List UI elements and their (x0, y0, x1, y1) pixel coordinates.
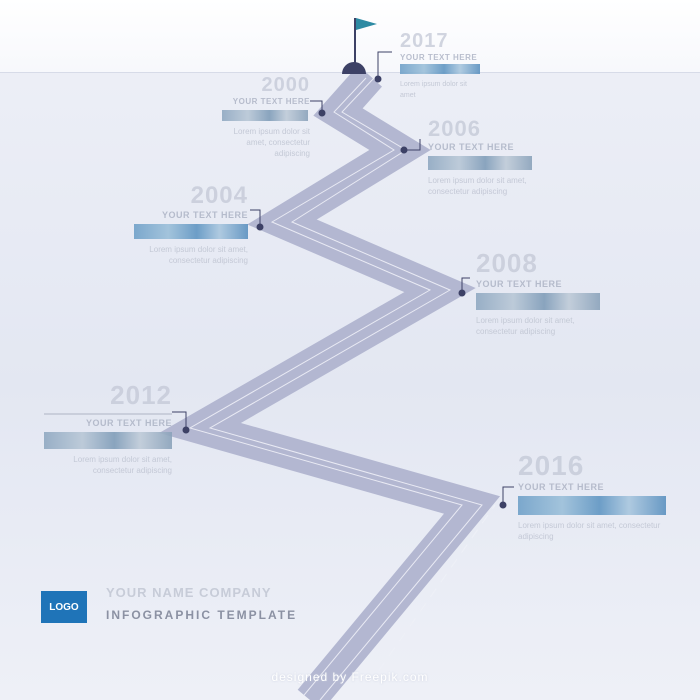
milestone-dot-icon (400, 139, 421, 154)
milestone-description: Lorem ipsum dolor sit amet, consectetur … (476, 316, 575, 336)
sky-band (0, 0, 700, 72)
milestone-2016: 2016 YOUR TEXT HERE Lorem ipsum dolor si… (518, 450, 666, 542)
milestone-subtitle: YOUR TEXT HERE (161, 210, 248, 220)
flag-icon (342, 18, 377, 74)
milestone-subtitle: YOUR TEXT HERE (232, 97, 310, 106)
milestone-description: Lorem ipsum dolor sit amet, consectetur … (73, 455, 172, 475)
milestone-image-bar (134, 224, 248, 239)
milestone-dot-icon (374, 51, 392, 83)
milestone-2017: 2017 YOUR TEXT HERE Lorem ipsum dolor si… (400, 30, 480, 101)
milestone-description: Lorem ipsum dolor sit amet, consectetur … (518, 521, 661, 541)
milestone-subtitle: YOUR TEXT HERE (400, 53, 478, 62)
milestone-image-bar (222, 110, 308, 121)
milestone-dot-icon (172, 411, 190, 434)
milestone-image-bar (518, 496, 666, 515)
milestone-subtitle: YOUR TEXT HERE (518, 482, 605, 492)
milestone-description: Lorem ipsum dolor sit amet (400, 81, 467, 99)
milestone-image-bar (476, 293, 600, 310)
milestone-year: 2004 (190, 182, 248, 209)
milestone-subtitle: YOUR TEXT HERE (85, 418, 172, 428)
milestone-dot-icon (499, 486, 514, 509)
milestone-image-bar (400, 64, 480, 74)
milestone-year: 2017 (400, 30, 449, 52)
milestone-dot-icon (310, 100, 326, 117)
milestone-2012: 2012 YOUR TEXT HERE Lorem ipsum dolor si… (44, 380, 172, 476)
milestone-description: Lorem ipsum dolor sit amet, consectetur … (149, 245, 248, 265)
divider (44, 413, 172, 415)
milestone-subtitle: YOUR TEXT HERE (428, 142, 515, 152)
company-name: YOUR NAME COMPANY (106, 585, 272, 600)
milestone-year: 2008 (476, 248, 538, 278)
milestone-2006: 2006 YOUR TEXT HERE Lorem ipsum dolor si… (428, 116, 532, 197)
credit-text: designed by Freepik.com (271, 670, 429, 684)
milestone-year: 2016 (518, 450, 585, 481)
milestone-year: 2012 (110, 380, 172, 410)
milestone-subtitle: YOUR TEXT HERE (476, 279, 563, 289)
milestone-year: 2000 (261, 74, 310, 96)
template-title: INFOGRAPHIC TEMPLATE (106, 608, 298, 622)
logo: LOGO (41, 591, 87, 623)
milestone-2004: 2004 YOUR TEXT HERE Lorem ipsum dolor si… (134, 182, 248, 266)
milestone-image-bar (44, 432, 172, 449)
milestone-description: Lorem ipsum dolor sit amet, consectetur … (428, 176, 527, 196)
milestone-2000: 2000 YOUR TEXT HERE Lorem ipsum dolor si… (214, 74, 310, 159)
milestone-image-bar (428, 156, 532, 170)
milestone-dot-icon (250, 209, 264, 231)
milestone-description: Lorem ipsum dolor sit amet, consectetur … (233, 127, 310, 158)
road-lane-line (188, 77, 463, 700)
milestone-dot-icon (458, 277, 470, 297)
milestone-year: 2006 (428, 116, 481, 141)
milestone-2008: 2008 YOUR TEXT HERE Lorem ipsum dolor si… (476, 248, 600, 337)
